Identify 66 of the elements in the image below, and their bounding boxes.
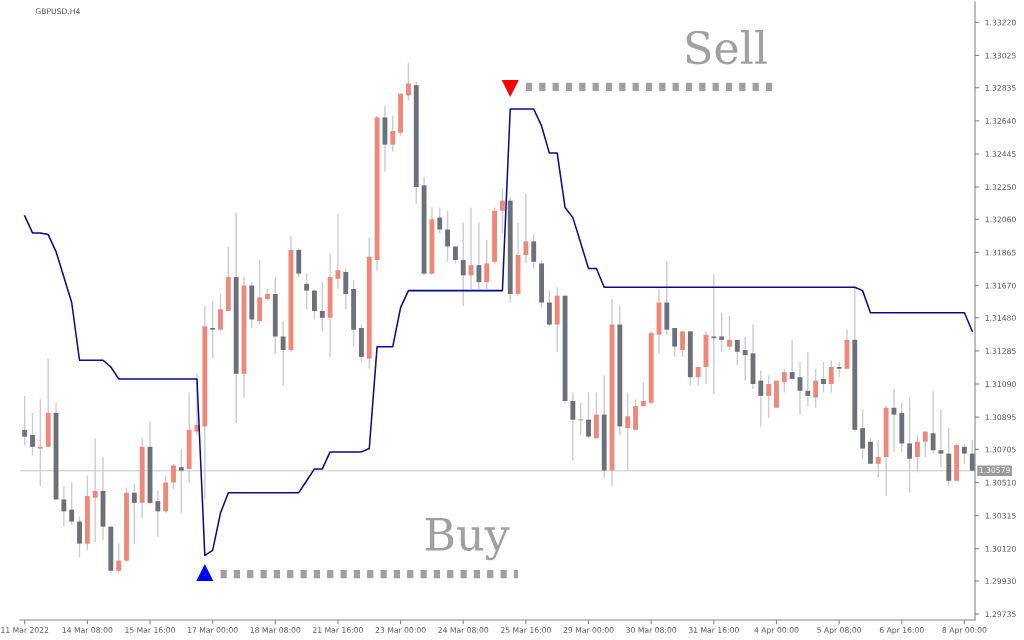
candlestick xyxy=(61,485,67,528)
candlestick xyxy=(758,369,764,428)
candlestick xyxy=(922,430,928,458)
candlestick xyxy=(962,442,967,465)
candlestick xyxy=(828,359,834,394)
candlestick xyxy=(77,515,82,558)
candlestick xyxy=(405,62,411,102)
candlestick xyxy=(178,447,184,514)
candlestick xyxy=(789,339,795,380)
candlestick xyxy=(938,408,944,468)
candlestick xyxy=(343,267,349,310)
candlestick xyxy=(30,412,35,457)
candlestick xyxy=(445,210,450,263)
series-label: Sell xyxy=(686,29,767,65)
candlestick xyxy=(37,398,43,487)
candlestick xyxy=(875,439,881,479)
candlestick xyxy=(742,335,748,382)
candlestick xyxy=(476,222,482,290)
series-label: Buy xyxy=(425,517,510,561)
candlestick xyxy=(868,437,873,465)
candlestick xyxy=(633,398,638,431)
candlestick xyxy=(719,312,725,353)
candlestick xyxy=(593,391,599,440)
candlestick xyxy=(766,374,772,419)
candlestick xyxy=(312,288,317,321)
candlestick xyxy=(69,481,75,526)
candlestick xyxy=(805,351,811,407)
candlestick xyxy=(131,483,137,545)
candlestick xyxy=(578,401,584,436)
candlestick xyxy=(92,437,98,543)
candlestick xyxy=(672,327,678,358)
candlestick xyxy=(390,115,396,153)
candlestick xyxy=(546,289,552,327)
candlestick xyxy=(531,233,537,270)
candlestick xyxy=(821,361,826,394)
candlestick xyxy=(813,368,819,409)
candlestick xyxy=(781,368,787,394)
candlestick xyxy=(280,320,286,387)
candlestick xyxy=(523,193,529,265)
candlestick xyxy=(437,206,443,234)
candlestick xyxy=(304,272,310,310)
candlestick xyxy=(586,391,591,440)
candlestick xyxy=(860,408,866,460)
candlestick xyxy=(625,391,631,472)
candlestick xyxy=(711,272,717,395)
candlestick xyxy=(836,361,842,378)
candlestick xyxy=(695,366,701,387)
candlestick xyxy=(116,542,122,574)
candlestick xyxy=(210,300,216,360)
candlestick xyxy=(907,396,913,494)
candlestick xyxy=(155,490,161,538)
candlestick xyxy=(930,390,936,455)
candlestick xyxy=(319,281,325,333)
candlestick xyxy=(499,188,505,234)
candlestick xyxy=(460,222,466,307)
candlestick xyxy=(171,463,176,490)
candlestick xyxy=(22,395,28,446)
candlestick xyxy=(257,259,263,326)
candlestick xyxy=(570,391,576,462)
candlestick xyxy=(915,434,920,473)
candlestick xyxy=(218,293,223,333)
candlestick xyxy=(484,238,490,290)
candlestick xyxy=(727,315,732,351)
candlestick xyxy=(296,247,302,278)
candlestick xyxy=(680,330,685,358)
candlestick xyxy=(734,339,740,367)
